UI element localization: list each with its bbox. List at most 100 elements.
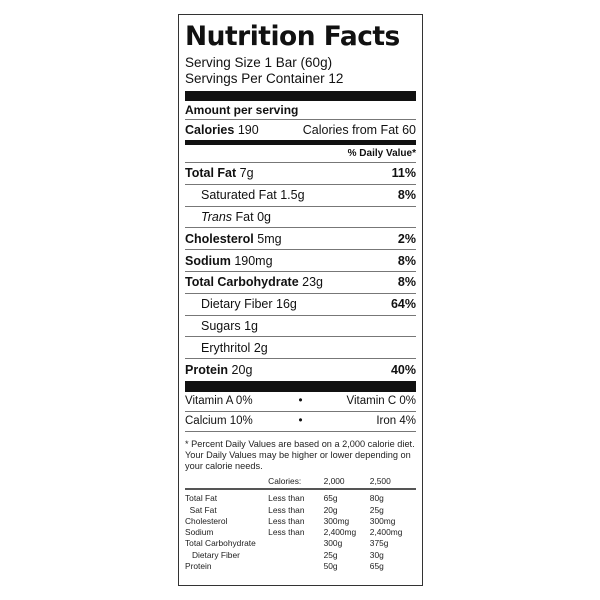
footnote: * Percent Daily Values are based on a 2,…: [185, 438, 415, 471]
table-cell: Sat Fat: [185, 504, 217, 515]
table-cell: Calories:: [268, 475, 324, 491]
table-cell: Less than: [268, 515, 305, 526]
table-cell: 2,500: [369, 475, 416, 491]
nutrient-row: Total Carbohydrate 23g 8%: [185, 272, 416, 294]
table-cell: 2,000: [323, 475, 370, 491]
vitamin-left: Vitamin A 0%: [185, 395, 253, 408]
calories-label: Calories: [185, 123, 235, 137]
table-cell: Total Fat: [185, 493, 218, 504]
table-cell: Less than: [268, 527, 305, 538]
divider-thick: [185, 91, 416, 101]
nutrient-label: Saturated Fat: [201, 188, 277, 203]
table-cell: Less than: [268, 504, 305, 515]
vitamin-row: Vitamin A 0% • Vitamin C 0%: [185, 392, 416, 412]
table-cell: 65g: [369, 561, 384, 572]
nutrient-amount: 7g: [239, 166, 254, 181]
nutrient-name: Total Carbohydrate 23g: [185, 275, 323, 289]
nutrient-row: Trans Fat 0g: [185, 207, 416, 229]
label-title: Nutrition Facts: [185, 21, 400, 52]
table-row: Sodium Less than 2,400mg 2,400mg: [185, 527, 416, 538]
divider-medium: [185, 140, 416, 145]
vitamin-right: Iron 4%: [376, 415, 416, 428]
nutrient-name: Sugars 1g: [185, 319, 258, 333]
nutrient-list: Total Fat 7g 11% Saturated Fat 1.5g 8% Trans…: [185, 163, 416, 381]
nutrient-amount: 1.5g: [280, 188, 305, 203]
table-row: Calories: 2,000 2,500: [185, 475, 416, 491]
nutrient-daily-value: 8%: [397, 275, 416, 290]
nutrient-row: Cholesterol 5mg 2%: [185, 228, 416, 251]
nutrient-amount: 23g: [302, 275, 324, 290]
nutrient-label: Dietary Fiber: [201, 297, 273, 312]
table-cell: 25g: [369, 504, 384, 515]
nutrient-daily-value: 11%: [391, 166, 416, 181]
table-cell: 300mg: [323, 515, 350, 526]
nutrient-daily-value: 2%: [397, 231, 416, 246]
vitamin-left: Calcium 10%: [185, 415, 253, 428]
table-cell: [268, 550, 323, 561]
table-cell: Less than: [268, 493, 305, 504]
nutrient-name: Cholesterol 5mg: [185, 232, 282, 246]
nutrient-amount: 0g: [257, 209, 271, 224]
nutrient-row: Sugars 1g: [185, 316, 416, 338]
nutrient-label: Trans: [201, 209, 233, 224]
servings-per-container: Servings Per Container 12: [185, 71, 344, 86]
nutrient-daily-value: 40%: [390, 363, 416, 378]
nutrient-row: Erythritol 2g: [185, 337, 416, 360]
nutrient-daily-value: 8%: [397, 253, 416, 268]
table-row: Dietary Fiber 25g 30g: [185, 550, 416, 561]
vitamin-row: Calcium 10% • Iron 4%: [185, 412, 416, 432]
nutrient-row: Sodium 190mg 8%: [185, 250, 416, 272]
nutrient-amount: 2g: [253, 340, 268, 355]
daily-values-table: Calories: 2,000 2,500 Total Fat Less than 65g…: [185, 475, 416, 572]
nutrient-name: Protein 20g: [185, 363, 252, 377]
daily-value-header: % Daily Value*: [185, 145, 416, 163]
nutrient-label: Protein: [185, 363, 229, 378]
nutrient-row: Dietary Fiber 16g 64%: [185, 294, 416, 316]
table-row: Sat Fat Less than 20g 25g: [185, 505, 416, 516]
nutrient-row: Saturated Fat 1.5g 8%: [185, 185, 416, 207]
nutrient-label-suffix: Fat: [235, 209, 254, 224]
nutrient-amount: 5mg: [257, 231, 282, 246]
serving-size: Serving Size 1 Bar (60g): [185, 55, 333, 70]
vitamin-right: Vitamin C 0%: [346, 395, 416, 408]
calories-value: 190: [237, 123, 259, 137]
nutrient-name: Sodium 190mg: [185, 254, 273, 268]
nutrient-daily-value: 64%: [390, 297, 416, 312]
calories-from-fat: Calories from Fat 60: [302, 123, 416, 137]
nutrient-row: Protein 20g 40%: [185, 359, 416, 381]
amount-per-serving: Amount per serving: [185, 101, 416, 120]
nutrient-name: Saturated Fat 1.5g: [185, 188, 305, 202]
table-cell: 300g: [323, 538, 343, 549]
nutrient-amount: 20g: [231, 363, 253, 378]
table-cell: 300mg: [369, 515, 396, 526]
nutrient-label: Erythritol: [201, 340, 251, 355]
vitamin-dot: •: [298, 395, 303, 408]
table-row: Cholesterol Less than 300mg 300mg: [185, 516, 416, 527]
nutrition-label: Nutrition Facts Serving Size 1 Bar (60g)…: [178, 14, 423, 586]
table-row: Protein 50g 65g: [185, 561, 416, 572]
nutrient-name: Total Fat 7g: [185, 166, 254, 180]
nutrient-label: Total Fat: [185, 166, 237, 181]
calories: Calories 190: [185, 123, 259, 137]
nutrient-amount: 1g: [244, 318, 258, 333]
table-cell: Cholesterol: [185, 515, 228, 526]
nutrient-name: Dietary Fiber 16g: [185, 297, 297, 311]
amount-label: Amount per serving: [185, 103, 299, 117]
nutrient-row: Total Fat 7g 11%: [185, 163, 416, 185]
dv-header-text: % Daily Value*: [347, 148, 416, 159]
nutrient-label: Total Carbohydrate: [185, 275, 299, 290]
table-cell: Total Carbohydrate: [185, 538, 256, 549]
vitamin-list: Vitamin A 0% • Vitamin C 0% Calcium 10% • Iro…: [185, 392, 416, 432]
table-cell: [268, 561, 323, 572]
table-cell: 50g: [323, 561, 338, 572]
divider-thick: [185, 380, 416, 392]
table-cell: [185, 475, 269, 491]
table-row: Total Fat Less than 65g 80g: [185, 489, 416, 504]
table-row: Total Carbohydrate 300g 375g: [185, 538, 416, 549]
table-cell: 20g: [323, 504, 338, 515]
table-cell: 80g: [369, 493, 384, 504]
table-cell: 2,400mg: [323, 527, 357, 538]
table-cell: 65g: [323, 493, 338, 504]
nutrient-daily-value: 8%: [397, 188, 416, 203]
table-cell: 30g: [369, 549, 384, 560]
